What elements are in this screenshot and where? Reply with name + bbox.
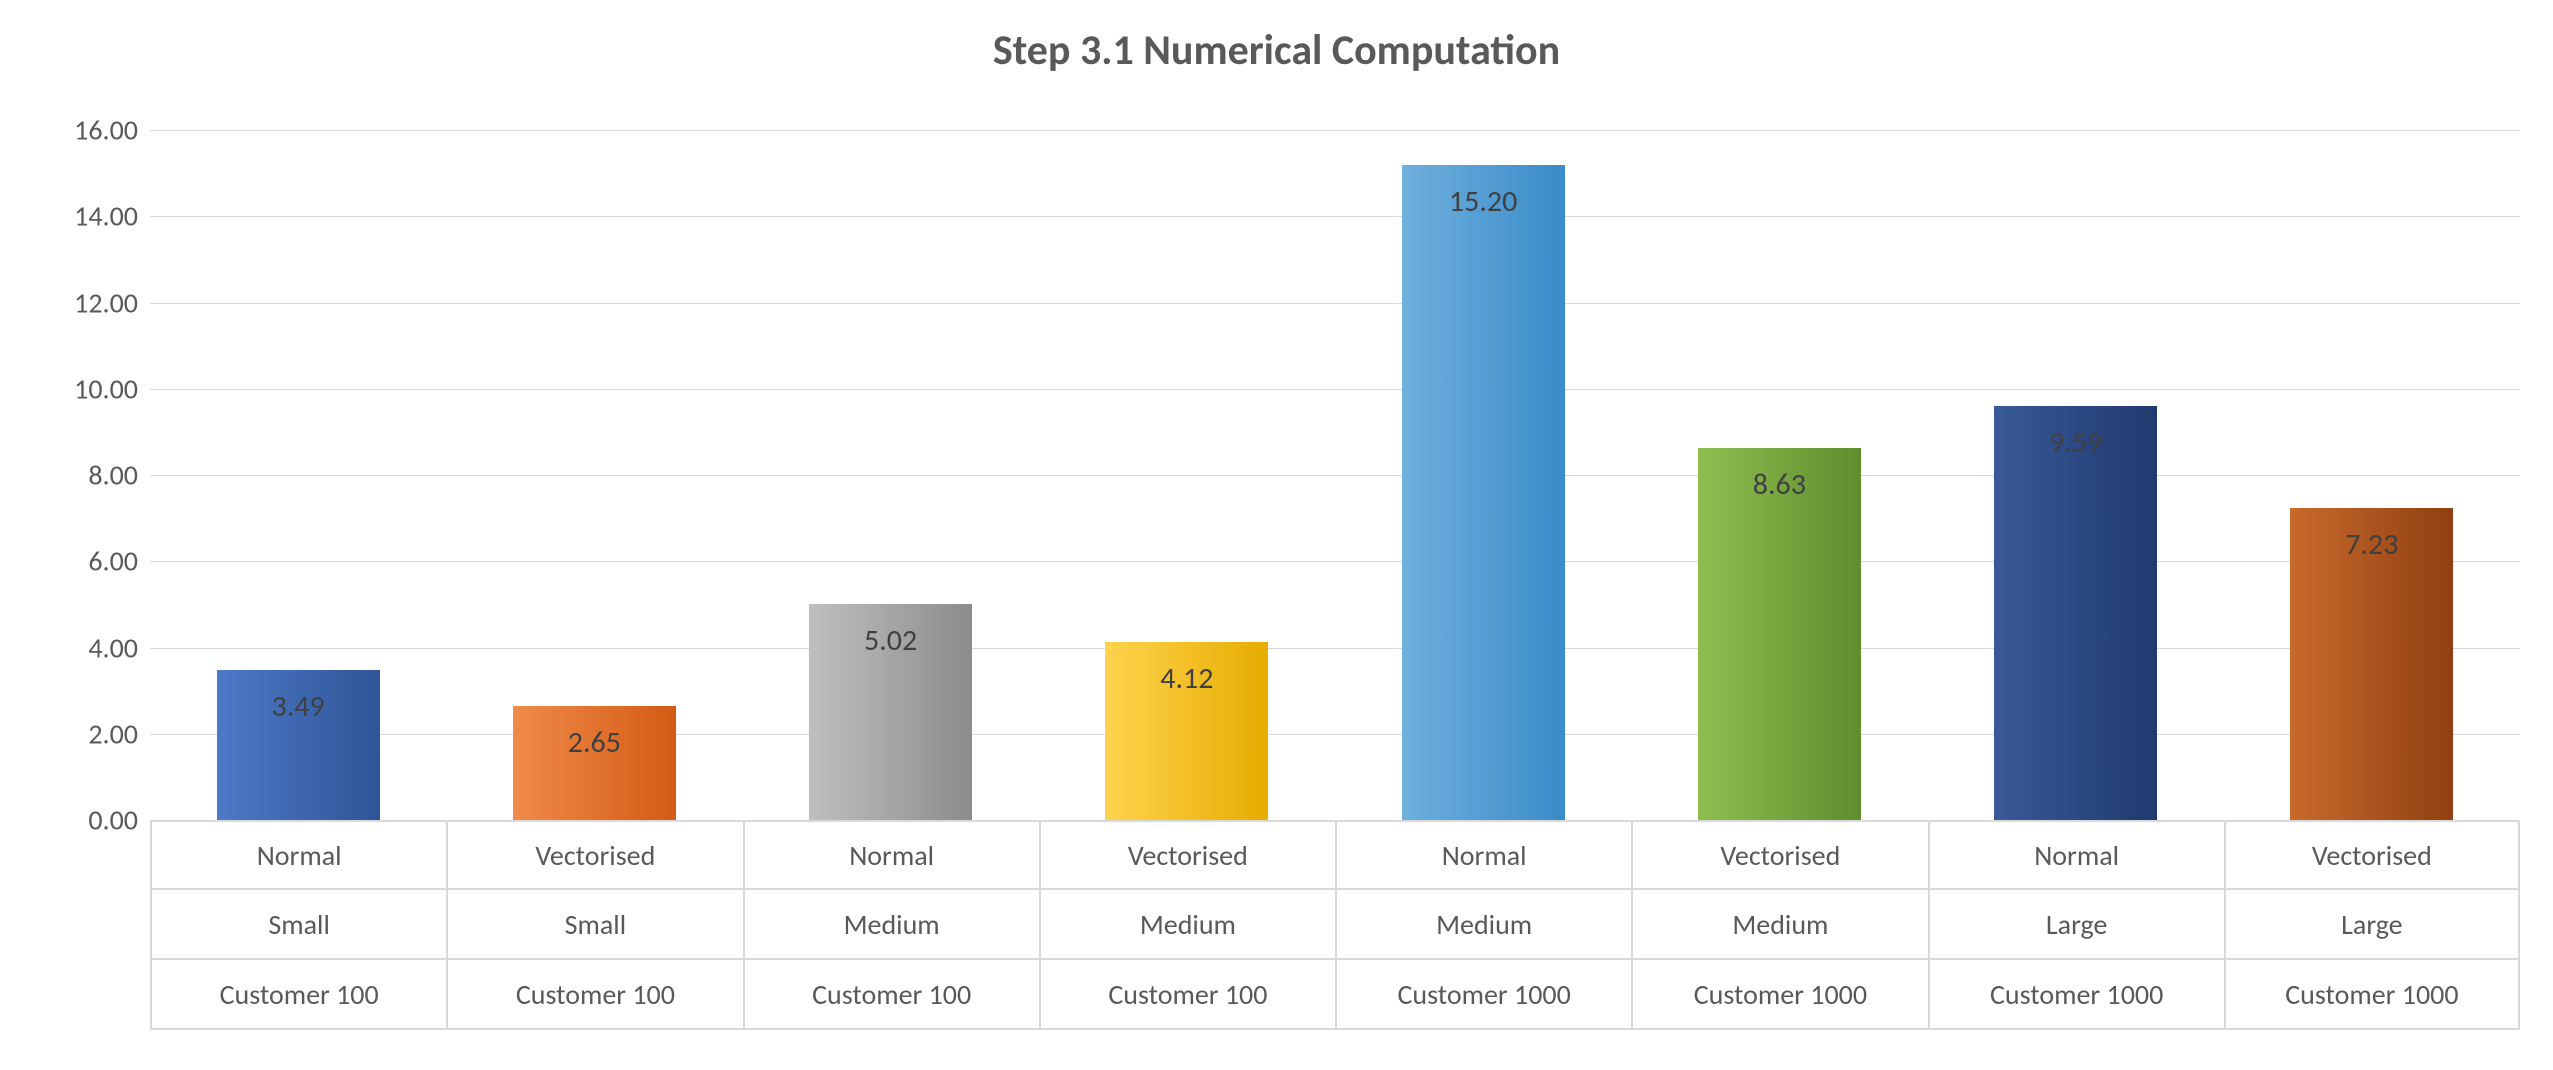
bar: 3.49 — [217, 670, 380, 821]
x-axis-cell: Customer 100 — [446, 960, 742, 1030]
bar-value-label: 8.63 — [1753, 466, 1806, 503]
x-axis: Normal Vectorised Normal Vectorised Normal Ve… — [150, 820, 2520, 1030]
x-axis-label: Vectorised — [535, 838, 655, 873]
x-axis-cell: Customer 100 — [150, 960, 446, 1030]
chart-title: Step 3.1 Numerical Computation — [0, 25, 2553, 76]
y-tick-label: 10.00 — [74, 371, 138, 406]
bar-value-label: 2.65 — [568, 724, 621, 761]
y-tick-label: 0.00 — [88, 803, 138, 838]
x-axis-label: Medium — [844, 907, 940, 942]
bar: 9.59 — [1994, 406, 2157, 820]
y-tick-label: 12.00 — [74, 285, 138, 320]
x-axis-row: Customer 100 Customer 100 Customer 100 Cust… — [150, 960, 2520, 1030]
x-axis-cell: Large — [1928, 890, 2224, 960]
x-axis-label: Customer 1000 — [1694, 977, 1867, 1012]
x-axis-label: Normal — [1442, 838, 1527, 873]
x-axis-label: Customer 1000 — [1990, 977, 2163, 1012]
x-axis-label: Customer 100 — [220, 977, 379, 1012]
x-axis-label: Customer 100 — [1108, 977, 1267, 1012]
x-axis-cell: Vectorised — [2224, 820, 2520, 890]
x-axis-label: Small — [268, 907, 330, 942]
x-axis-cell: Normal — [1335, 820, 1631, 890]
x-axis-cell: Customer 1000 — [1335, 960, 1631, 1030]
bar: 15.20 — [1402, 165, 1565, 821]
plot-area: 0.002.004.006.008.0010.0012.0014.0016.00… — [150, 130, 2520, 820]
x-axis-label: Small — [565, 907, 627, 942]
x-axis-label: Vectorised — [2312, 838, 2432, 873]
x-axis-cell: Medium — [743, 890, 1039, 960]
bar: 4.12 — [1105, 642, 1268, 820]
bar: 7.23 — [2290, 508, 2453, 820]
x-axis-label: Customer 1000 — [2285, 977, 2458, 1012]
x-axis-label: Normal — [849, 838, 934, 873]
x-axis-label: Medium — [1140, 907, 1236, 942]
bar-value-label: 9.59 — [2049, 424, 2102, 461]
x-axis-cell: Normal — [150, 820, 446, 890]
bar-value-label: 5.02 — [864, 622, 917, 659]
x-axis-cell: Small — [150, 890, 446, 960]
bars-container: 3.49 2.65 5.02 4.12 15.20 8.63 9.59 7.23 — [150, 130, 2520, 820]
y-tick-label: 16.00 — [74, 113, 138, 148]
x-axis-label: Normal — [2034, 838, 2119, 873]
bar: 2.65 — [513, 706, 676, 820]
x-axis-row: Small Small Medium Medium Medium Medium Large L… — [150, 890, 2520, 960]
x-axis-cell: Medium — [1631, 890, 1927, 960]
x-axis-label: Medium — [1436, 907, 1532, 942]
x-axis-label: Customer 100 — [516, 977, 675, 1012]
x-axis-label: Medium — [1732, 907, 1828, 942]
bar-value-label: 4.12 — [1160, 660, 1213, 697]
x-axis-label: Vectorised — [1720, 838, 1840, 873]
x-axis-label: Large — [2341, 907, 2402, 942]
x-axis-cell: Vectorised — [1039, 820, 1335, 890]
y-tick-label: 4.00 — [88, 630, 138, 665]
x-axis-label: Vectorised — [1128, 838, 1248, 873]
x-axis-cell: Large — [2224, 890, 2520, 960]
y-tick-label: 14.00 — [74, 199, 138, 234]
bar-value-label: 15.20 — [1449, 183, 1517, 220]
x-axis-label: Customer 100 — [812, 977, 971, 1012]
x-axis-cell: Vectorised — [1631, 820, 1927, 890]
bar: 5.02 — [809, 604, 972, 820]
x-axis-row: Normal Vectorised Normal Vectorised Normal Ve… — [150, 820, 2520, 890]
x-axis-cell: Medium — [1039, 890, 1335, 960]
x-axis-cell: Customer 100 — [743, 960, 1039, 1030]
x-axis-label: Large — [2046, 907, 2107, 942]
x-axis-cell: Medium — [1335, 890, 1631, 960]
x-axis-cell: Customer 100 — [1039, 960, 1335, 1030]
x-axis-cell: Customer 1000 — [1928, 960, 2224, 1030]
bar: 8.63 — [1698, 448, 1861, 820]
x-axis-cell: Small — [446, 890, 742, 960]
x-axis-cell: Customer 1000 — [2224, 960, 2520, 1030]
y-tick-label: 8.00 — [88, 458, 138, 493]
x-axis-cell: Normal — [1928, 820, 2224, 890]
y-tick-label: 6.00 — [88, 544, 138, 579]
x-axis-label: Customer 1000 — [1397, 977, 1570, 1012]
x-axis-cell: Customer 1000 — [1631, 960, 1927, 1030]
x-axis-cell: Vectorised — [446, 820, 742, 890]
y-tick-label: 2.00 — [88, 716, 138, 751]
x-axis-cell: Normal — [743, 820, 1039, 890]
bar-chart: Step 3.1 Numerical Computation 0.002.004… — [0, 0, 2553, 1070]
x-axis-label: Normal — [257, 838, 342, 873]
bar-value-label: 3.49 — [272, 688, 325, 725]
bar-value-label: 7.23 — [2345, 526, 2398, 563]
